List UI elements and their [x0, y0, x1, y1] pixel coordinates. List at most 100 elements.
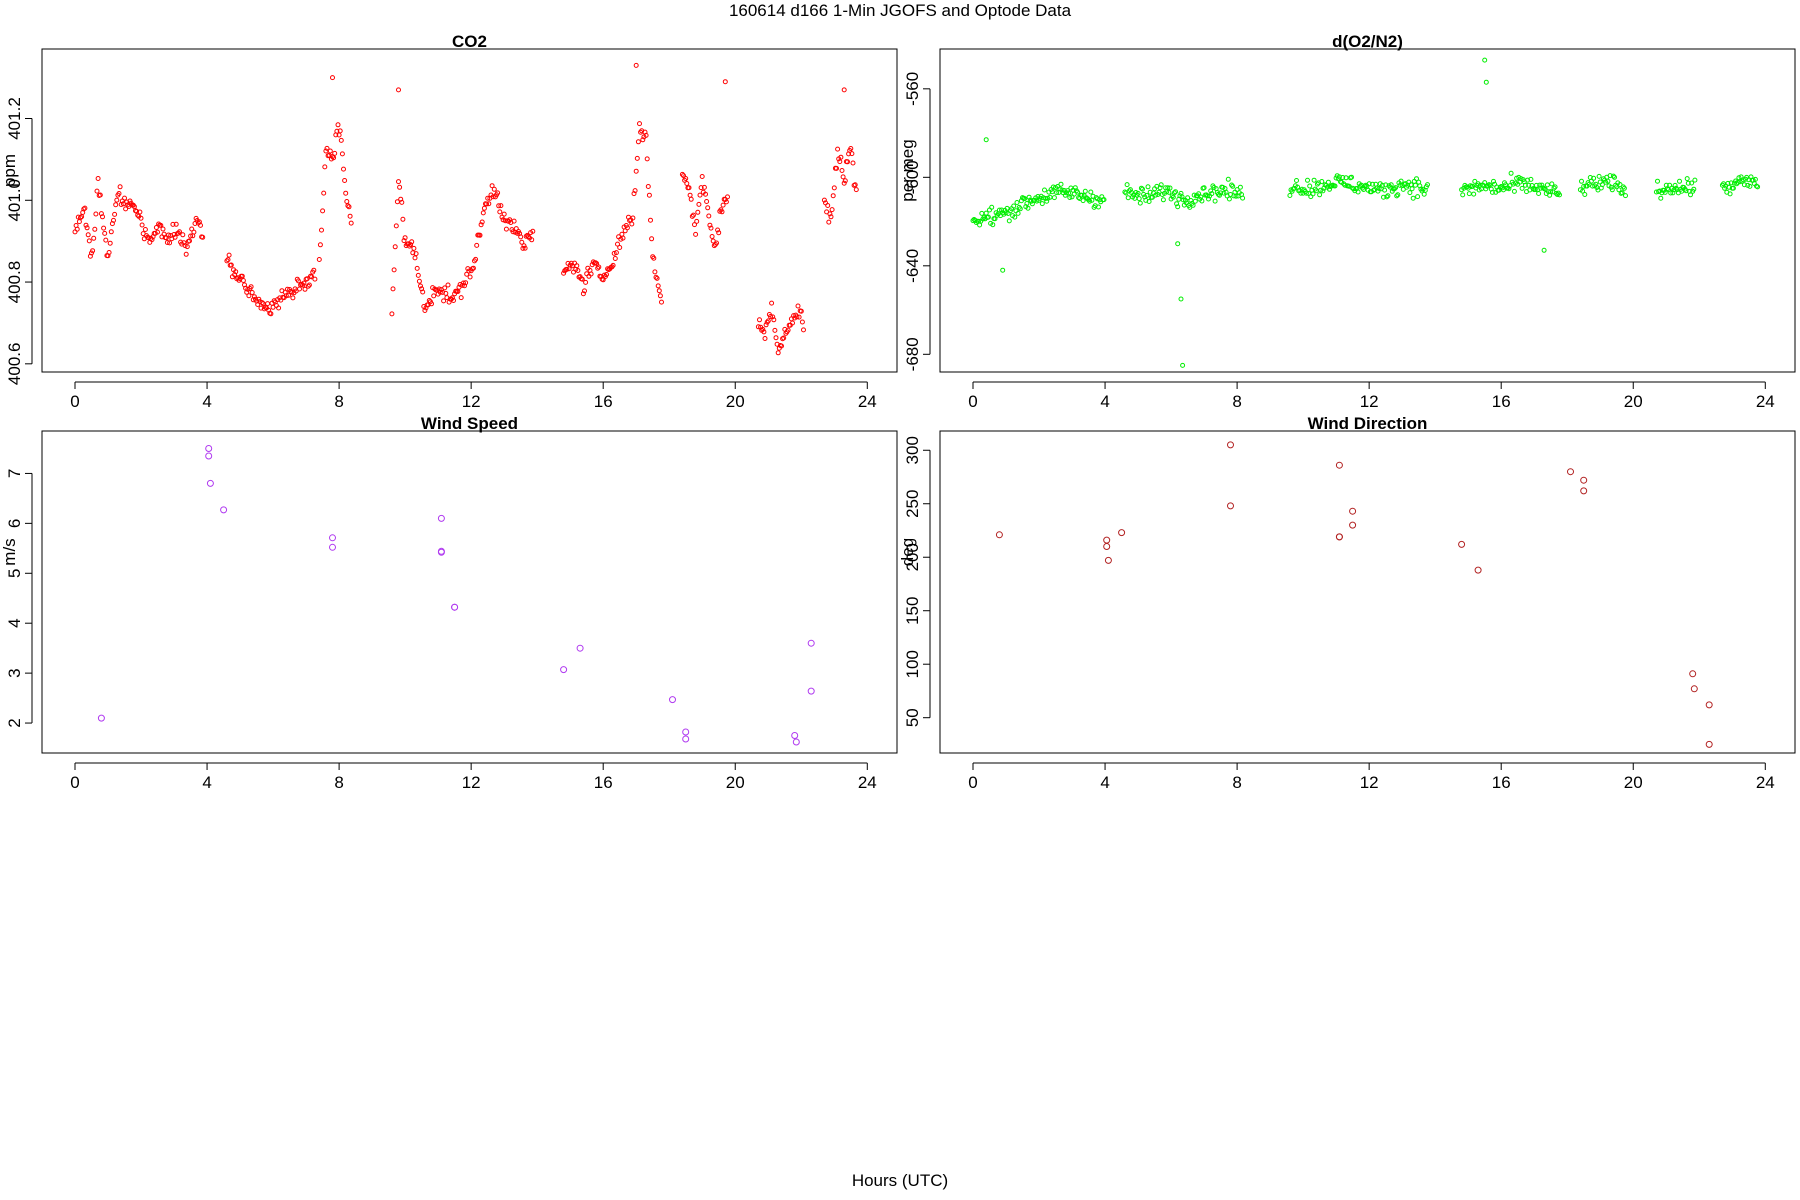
data-point — [329, 543, 336, 551]
data-point — [503, 226, 509, 232]
data-point — [520, 245, 526, 251]
y-tick-label: 400.8 — [5, 261, 24, 304]
data-point — [339, 151, 345, 157]
data-point — [1230, 183, 1236, 189]
data-point — [402, 235, 408, 241]
data-point — [1125, 195, 1131, 201]
data-point — [1489, 189, 1495, 195]
data-point — [1003, 210, 1009, 216]
data-point — [1135, 190, 1141, 196]
data-point — [335, 122, 341, 128]
data-point — [495, 190, 501, 196]
data-point — [1596, 173, 1602, 179]
data-point — [1538, 185, 1544, 191]
data-point — [615, 241, 620, 247]
data-point — [588, 271, 594, 277]
data-point — [1049, 189, 1055, 195]
data-point — [320, 208, 326, 214]
data-point — [498, 203, 504, 209]
data-point — [1536, 191, 1542, 196]
data-point — [1175, 241, 1181, 247]
x-tick-label: 4 — [202, 392, 211, 411]
plot-frame — [41, 430, 898, 754]
data-point — [1407, 190, 1413, 196]
data-point — [1122, 189, 1128, 195]
data-point — [233, 269, 239, 275]
data-point — [686, 185, 692, 191]
x-tick-label: 0 — [968, 392, 977, 411]
data-point — [220, 506, 228, 514]
data-point — [1173, 189, 1178, 195]
data-point — [1541, 247, 1547, 253]
data-point — [286, 292, 291, 298]
data-point — [1549, 181, 1555, 187]
data-point — [507, 217, 513, 223]
data-point — [138, 215, 144, 221]
data-point — [484, 201, 490, 207]
data-point — [719, 209, 725, 215]
data-point — [1755, 184, 1761, 190]
data-point — [1336, 174, 1342, 180]
data-point — [1728, 180, 1734, 186]
data-point — [1014, 200, 1020, 205]
data-point — [173, 221, 179, 227]
data-points — [72, 62, 859, 356]
data-point — [332, 150, 338, 156]
data-point — [629, 221, 635, 227]
data-point — [801, 327, 806, 333]
data-point — [584, 271, 590, 277]
data-point — [769, 300, 775, 306]
data-point — [206, 479, 214, 487]
data-point — [521, 243, 527, 249]
x-tick-label: 20 — [1624, 773, 1643, 792]
data-point — [348, 220, 354, 226]
data-point — [1051, 195, 1057, 201]
data-point — [510, 229, 516, 235]
x-tick-label: 8 — [1232, 773, 1241, 792]
data-point — [81, 206, 87, 212]
data-point — [467, 274, 473, 280]
data-point — [773, 335, 779, 341]
data-point — [649, 236, 655, 242]
data-point — [84, 225, 90, 231]
data-point — [706, 213, 712, 219]
data-point — [1497, 184, 1503, 190]
data-point — [617, 245, 623, 250]
data-point — [1394, 193, 1400, 199]
data-point — [1144, 193, 1150, 198]
data-point — [112, 211, 118, 217]
data-point — [1175, 204, 1181, 210]
x-tick-label: 0 — [70, 392, 79, 411]
data-point — [1511, 188, 1517, 194]
data-point — [709, 234, 715, 239]
data-point — [1397, 182, 1403, 188]
data-point — [1079, 192, 1085, 198]
data-point — [1006, 218, 1012, 224]
data-point — [1335, 461, 1343, 469]
data-point — [1158, 182, 1164, 188]
data-point — [321, 190, 327, 196]
data-point — [1689, 670, 1697, 678]
data-point — [1034, 198, 1040, 204]
data-point — [1124, 182, 1130, 188]
data-point — [760, 326, 766, 332]
data-point — [496, 203, 502, 209]
data-point — [1685, 180, 1691, 186]
data-point — [1579, 178, 1584, 184]
data-point — [701, 184, 707, 190]
data-point — [172, 234, 178, 240]
data-point — [1705, 740, 1713, 748]
data-point — [258, 305, 264, 311]
data-point — [451, 603, 459, 611]
data-point — [463, 280, 469, 286]
data-point — [829, 207, 835, 213]
data-point — [1612, 174, 1617, 180]
y-tick-label: 250 — [903, 490, 922, 518]
data-point — [1410, 195, 1416, 201]
data-point — [342, 178, 348, 183]
data-point — [413, 251, 419, 257]
data-point — [826, 219, 832, 225]
data-point — [698, 185, 704, 191]
data-point — [574, 263, 580, 269]
data-point — [393, 223, 399, 229]
